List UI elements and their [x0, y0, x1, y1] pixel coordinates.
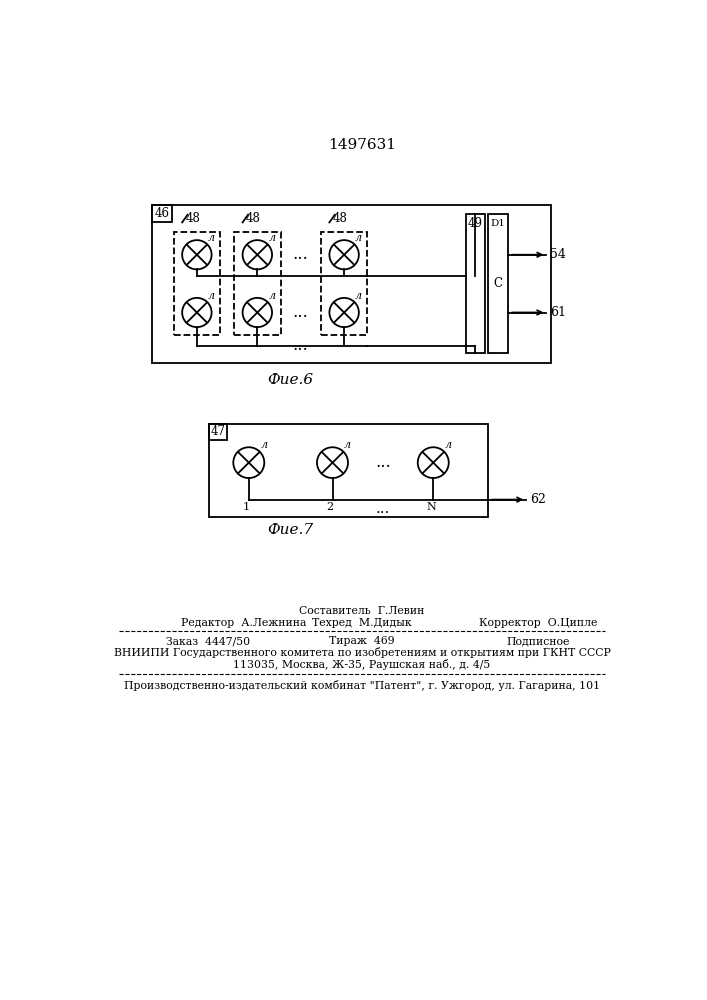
Text: Производственно-издательский комбинат "Патент", г. Ужгород, ул. Гагарина, 101: Производственно-издательский комбинат "П…: [124, 680, 600, 691]
Text: 48: 48: [185, 212, 201, 225]
Text: ...: ...: [293, 304, 308, 321]
Bar: [209, 424, 227, 440]
Text: C: C: [493, 277, 503, 290]
Bar: [174, 232, 220, 335]
Text: 113035, Москва, Ж-35, Раушская наб., д. 4/5: 113035, Москва, Ж-35, Раушская наб., д. …: [233, 659, 491, 670]
Text: 47: 47: [210, 425, 226, 438]
Text: N: N: [426, 502, 436, 512]
Text: Редактор  А.Лежнина: Редактор А.Лежнина: [182, 618, 307, 628]
Text: Корректор  О.Ципле: Корректор О.Ципле: [479, 618, 597, 628]
Text: Тираж  469: Тираж 469: [329, 636, 395, 646]
Bar: [209, 424, 488, 517]
Text: Подписное: Подписное: [506, 636, 570, 646]
Text: ...: ...: [375, 454, 391, 471]
Text: 48: 48: [333, 212, 348, 225]
Bar: [152, 205, 551, 363]
Bar: [321, 232, 368, 335]
Text: 1497631: 1497631: [328, 138, 396, 152]
Text: 2: 2: [327, 502, 334, 512]
Text: Составитель  Г.Левин: Составитель Г.Левин: [299, 606, 425, 616]
Text: л: л: [269, 233, 276, 243]
Text: ВНИИПИ Государственного комитета по изобретениям и открытиям при ГКНТ СССР: ВНИИПИ Государственного комитета по изоб…: [114, 647, 610, 658]
Text: Техред  М.Дидык: Техред М.Дидык: [312, 618, 411, 628]
Text: ...: ...: [293, 337, 308, 354]
Text: D1: D1: [491, 219, 506, 228]
Text: 54: 54: [550, 248, 566, 261]
Bar: [466, 214, 485, 353]
Text: 61: 61: [550, 306, 566, 319]
Text: Фие.7: Фие.7: [267, 523, 313, 537]
Bar: [489, 214, 508, 353]
Bar: [152, 205, 172, 222]
Text: 1: 1: [243, 502, 250, 512]
Text: ...: ...: [375, 502, 390, 516]
Text: л: л: [208, 291, 215, 301]
Bar: [234, 232, 281, 335]
Text: л: л: [260, 440, 267, 450]
Text: 46: 46: [155, 207, 170, 220]
Text: 49: 49: [468, 217, 483, 230]
Text: ...: ...: [293, 246, 308, 263]
Text: л: л: [355, 291, 362, 301]
Text: л: л: [445, 440, 452, 450]
Text: л: л: [269, 291, 276, 301]
Text: 48: 48: [246, 212, 261, 225]
Text: л: л: [355, 233, 362, 243]
Text: л: л: [208, 233, 215, 243]
Text: Фие.6: Фие.6: [267, 373, 313, 387]
Text: л: л: [344, 440, 351, 450]
Text: 62: 62: [530, 493, 546, 506]
Text: Заказ  4447/50: Заказ 4447/50: [166, 636, 250, 646]
